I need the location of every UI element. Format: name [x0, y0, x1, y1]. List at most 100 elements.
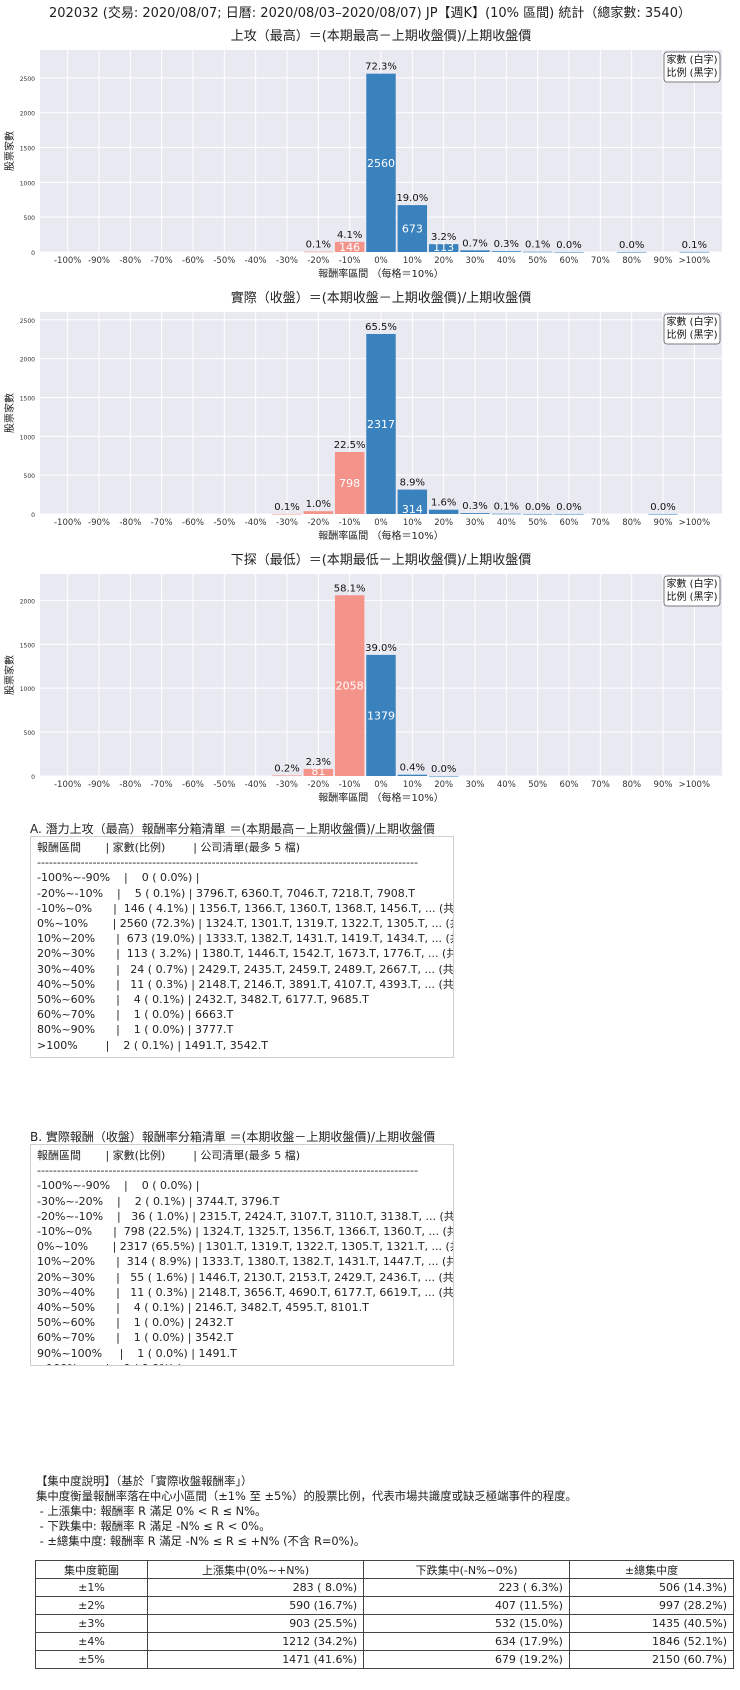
x-tick-label: -40%	[245, 780, 267, 790]
x-tick-label: >100%	[679, 256, 710, 266]
bar-count-label: 146	[339, 241, 360, 254]
histogram-close: 實際（收盤）＝(本期收盤－上期收盤價)/上期收盤價 0 500 1000 1500 200…	[0, 282, 740, 544]
y-tick-label: 0	[31, 512, 35, 519]
x-tick-label: -80%	[119, 256, 141, 266]
panel-line: -10%~0% | 146 ( 4.1%) | 1356.T, 1366.T, …	[37, 901, 454, 915]
legend-box	[663, 313, 721, 345]
panel-line: -20%~-10% | 5 ( 0.1%) | 3796.T, 6360.T, …	[37, 886, 415, 900]
x-tick-label: -100%	[54, 256, 81, 266]
bar-percent-label: 1.6%	[431, 498, 456, 509]
bar-percent-label: 0.0%	[431, 764, 456, 775]
panel-a-list: 報酬區間 | 家數(比例) | 公司清單(最多 5 檔) ------------…	[30, 836, 454, 1058]
x-tick-label: 40%	[497, 518, 516, 528]
concentration-row: ±3% 903 (25.5%) 532 (15.0%) 1435 (40.5%)	[35, 1614, 735, 1633]
bar-percent-label: 2.3%	[306, 757, 331, 768]
chart-svg: 上攻（最高）＝(本期最高－上期收盤價)/上期收盤價 0 500 1000 1500 200…	[3, 28, 722, 280]
bar-percent-label: 0.2%	[274, 763, 299, 774]
concentration-note-line: - 下跌集中: 報酬率 R 滿足 -N% ≤ R < 0%。	[36, 1519, 271, 1533]
bar-percent-label: 72.3%	[365, 62, 397, 73]
x-tick-label: 90%	[654, 518, 673, 528]
bar-percent-label: 19.0%	[396, 193, 428, 204]
x-tick-label: 60%	[560, 256, 579, 266]
y-tick-label: 500	[24, 215, 36, 222]
bar	[491, 513, 522, 515]
bar-percent-label: 0.3%	[494, 239, 519, 250]
bar	[397, 774, 428, 776]
panel-line: 20%~30% | 55 ( 1.6%) | 1446.T, 2130.T, 2…	[37, 1270, 454, 1284]
concentration-cell: 590 (16.7%)	[146, 1596, 365, 1615]
histogram-low: 下探（最低）＝(本期最低－上期收盤價)/上期收盤價 0 500 1000 1500 200…	[0, 544, 740, 806]
x-tick-label: 80%	[622, 518, 641, 528]
concentration-header-cell: 集中度範圍	[35, 1560, 148, 1579]
x-tick-label: 70%	[591, 256, 610, 266]
x-tick-label: -90%	[88, 518, 110, 528]
panel-line: -20%~-10% | 36 ( 1.0%) | 2315.T, 2424.T,…	[37, 1209, 454, 1223]
x-tick-label: 90%	[654, 256, 673, 266]
x-tick-label: -100%	[54, 780, 81, 790]
legend-box	[663, 51, 721, 83]
concentration-cell: 1846 (52.1%)	[568, 1632, 735, 1651]
legend-text: 比例 (黑字)	[667, 328, 718, 341]
chart-title: 上攻（最高）＝(本期最高－上期收盤價)/上期收盤價	[231, 28, 532, 44]
bar-count-label: 314	[402, 503, 423, 516]
y-tick-label: 500	[24, 473, 36, 480]
panel-b-list: 報酬區間 | 家數(比例) | 公司清單(最多 5 檔) ------------…	[30, 1144, 454, 1366]
concentration-cell: 2150 (60.7%)	[568, 1650, 735, 1669]
y-tick-label: 500	[24, 730, 36, 737]
x-tick-label: -50%	[213, 518, 235, 528]
bar-count-label: 113	[433, 241, 454, 254]
x-tick-label: -10%	[339, 256, 361, 266]
x-tick-label: 30%	[466, 780, 485, 790]
x-axis-label: 報酬率區間 （每格＝10%）	[318, 529, 443, 542]
concentration-row: ±5% 1471 (41.6%) 679 (19.2%) 2150 (60.7%)	[35, 1650, 735, 1669]
concentration-cell: 1212 (34.2%)	[146, 1632, 365, 1651]
bar-count-label: 2560	[367, 157, 395, 170]
y-tick-label: 2000	[20, 357, 35, 364]
bar	[616, 251, 647, 253]
panel-line: 60%~70% | 1 ( 0.0%) | 6663.T	[37, 1008, 234, 1022]
bar-percent-label: 0.0%	[619, 240, 644, 251]
x-tick-label: 50%	[528, 780, 547, 790]
legend-text: 比例 (黑字)	[667, 590, 718, 603]
concentration-table-header: 集中度範圍 上漲集中(0%~+N%) 下跌集中(-N%~0%) ±總集中度	[35, 1560, 735, 1579]
x-axis-label: 報酬率區間 （每格＝10%）	[318, 267, 443, 280]
x-tick-label: 0%	[374, 518, 388, 528]
concentration-cell: ±2%	[35, 1596, 148, 1615]
concentration-notes: 【集中度說明】（基於「實際收盤報酬率」） 集中度衡量報酬率落在中心小區間（±1% …	[36, 1474, 577, 1549]
concentration-note-line: - ±總集中度: 報酬率 R 滿足 -N% ≤ R ≤ +N% (不含 R=0%…	[36, 1534, 366, 1548]
concentration-cell: 223 ( 6.3%)	[363, 1578, 570, 1597]
x-tick-label: -60%	[182, 518, 204, 528]
panel-line: 20%~30% | 113 ( 3.2%) | 1380.T, 1446.T, …	[37, 947, 453, 961]
concentration-header-cell: 上漲集中(0%~+N%)	[146, 1560, 365, 1579]
bar	[303, 768, 334, 776]
bar	[334, 452, 365, 514]
x-tick-label: 0%	[374, 256, 388, 266]
x-tick-label: -70%	[151, 518, 173, 528]
x-tick-label: 10%	[403, 780, 422, 790]
bar-percent-label: 1.0%	[306, 499, 331, 510]
x-axis-label: 報酬率區間 （每格＝10%）	[318, 791, 443, 804]
x-tick-label: 10%	[403, 256, 422, 266]
x-tick-label: -90%	[88, 780, 110, 790]
bar-percent-label: 8.9%	[400, 478, 425, 489]
bar-percent-label: 0.1%	[306, 240, 331, 251]
concentration-cell: ±3%	[35, 1614, 148, 1633]
legend-text: 家數 (白字)	[667, 315, 718, 328]
x-tick-label: >100%	[679, 518, 710, 528]
bar-percent-label: 0.0%	[556, 240, 581, 251]
panel-line: -10%~0% | 798 (22.5%) | 1324.T, 1325.T, …	[37, 1225, 453, 1239]
bar-count-label: 2058	[336, 680, 364, 693]
x-tick-label: -60%	[182, 780, 204, 790]
histogram-high: 上攻（最高）＝(本期最高－上期收盤價)/上期收盤價 0 500 1000 1500 200…	[0, 20, 740, 282]
concentration-row: ±4% 1212 (34.2%) 634 (17.9%) 1846 (52.1%)	[35, 1632, 735, 1651]
panel-line: 30%~40% | 11 ( 0.3%) | 2148.T, 3656.T, 4…	[37, 1285, 454, 1299]
panel-line: 0%~10% | 2317 (65.5%) | 1301.T, 1319.T, …	[37, 1240, 453, 1254]
panel-line: 50%~60% | 4 ( 0.1%) | 2432.T, 3482.T, 61…	[37, 993, 369, 1007]
x-tick-label: 90%	[654, 780, 673, 790]
x-tick-label: -30%	[276, 780, 298, 790]
x-tick-label: 80%	[622, 256, 641, 266]
x-tick-label: -20%	[307, 256, 329, 266]
bar-count-label: 1379	[367, 709, 395, 722]
y-tick-label: 2000	[20, 598, 35, 605]
panel-line: 報酬區間 | 家數(比例) | 公司清單(最多 5 檔)	[37, 841, 301, 854]
